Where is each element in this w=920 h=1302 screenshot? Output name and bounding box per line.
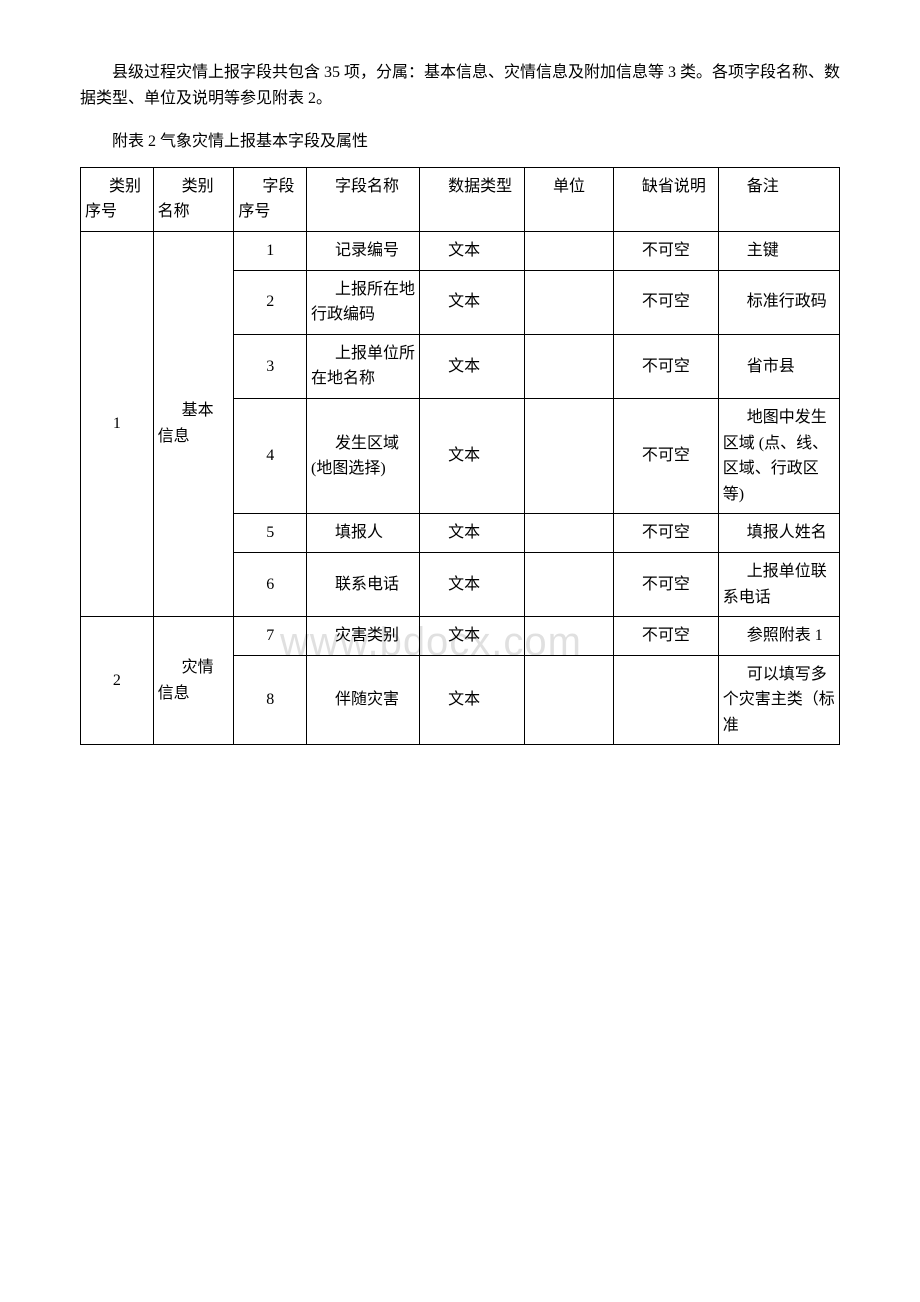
cell-field-name: 发生区域 (地图选择) [307, 398, 420, 513]
cell-unit [525, 617, 614, 656]
cell-field-name: 伴随灾害 [307, 655, 420, 745]
cell-unit [525, 231, 614, 270]
cell-field-name: 联系电话 [307, 552, 420, 616]
cell-field-no: 2 [234, 270, 307, 334]
header-cat-no: 类别序号 [81, 167, 154, 231]
cell-null-desc: 不可空 [613, 398, 718, 513]
cell-field-name: 记录编号 [307, 231, 420, 270]
cell-field-name: 上报单位所在地名称 [307, 334, 420, 398]
cell-unit [525, 552, 614, 616]
table-header-row: 类别序号 类别名称 字段序号 字段名称 数据类型 单位 缺省说明 备注 [81, 167, 840, 231]
cell-remark: 参照附表 1 [718, 617, 839, 656]
cell-remark: 可以填写多个灾害主类（标准 [718, 655, 839, 745]
cell-field-no: 5 [234, 514, 307, 553]
cell-null-desc: 不可空 [613, 334, 718, 398]
header-remark: 备注 [718, 167, 839, 231]
header-field-name: 字段名称 [307, 167, 420, 231]
header-field-no: 字段序号 [234, 167, 307, 231]
cell-remark: 主键 [718, 231, 839, 270]
cell-unit [525, 655, 614, 745]
intro-paragraph: 县级过程灾情上报字段共包含 35 项，分属：基本信息、灾情信息及附加信息等 3 … [80, 60, 840, 111]
table-caption: 附表 2 气象灾情上报基本字段及属性 [80, 129, 840, 155]
cell-data-type: 文本 [420, 334, 525, 398]
cell-data-type: 文本 [420, 270, 525, 334]
cell-data-type: 文本 [420, 514, 525, 553]
cell-unit [525, 398, 614, 513]
cell-remark: 地图中发生区域 (点、线、区域、行政区等) [718, 398, 839, 513]
table-body: 1基本信息1记录编号文本不可空主键2上报所在地行政编码文本不可空标准行政码3上报… [81, 231, 840, 745]
cell-unit [525, 334, 614, 398]
header-unit: 单位 [525, 167, 614, 231]
table-row: 2灾情信息7灾害类别文本不可空参照附表 1 [81, 617, 840, 656]
cell-null-desc [613, 655, 718, 745]
cell-field-no: 7 [234, 617, 307, 656]
cell-cat-name: 灾情信息 [153, 617, 234, 745]
cell-data-type: 文本 [420, 398, 525, 513]
cell-field-name: 上报所在地行政编码 [307, 270, 420, 334]
cell-data-type: 文本 [420, 617, 525, 656]
cell-unit [525, 514, 614, 553]
header-data-type: 数据类型 [420, 167, 525, 231]
fields-table: 类别序号 类别名称 字段序号 字段名称 数据类型 单位 缺省说明 备注 1基本信… [80, 167, 840, 746]
cell-null-desc: 不可空 [613, 617, 718, 656]
cell-field-name: 灾害类别 [307, 617, 420, 656]
cell-field-name: 填报人 [307, 514, 420, 553]
header-null-desc: 缺省说明 [613, 167, 718, 231]
cell-remark: 填报人姓名 [718, 514, 839, 553]
cell-field-no: 3 [234, 334, 307, 398]
cell-null-desc: 不可空 [613, 270, 718, 334]
cell-field-no: 6 [234, 552, 307, 616]
cell-null-desc: 不可空 [613, 552, 718, 616]
cell-remark: 标准行政码 [718, 270, 839, 334]
cell-cat-no: 2 [81, 617, 154, 745]
cell-data-type: 文本 [420, 655, 525, 745]
table-row: 1基本信息1记录编号文本不可空主键 [81, 231, 840, 270]
cell-null-desc: 不可空 [613, 514, 718, 553]
cell-data-type: 文本 [420, 552, 525, 616]
cell-unit [525, 270, 614, 334]
cell-field-no: 4 [234, 398, 307, 513]
cell-data-type: 文本 [420, 231, 525, 270]
header-cat-name: 类别名称 [153, 167, 234, 231]
cell-remark: 省市县 [718, 334, 839, 398]
cell-remark: 上报单位联系电话 [718, 552, 839, 616]
cell-field-no: 8 [234, 655, 307, 745]
cell-cat-name: 基本信息 [153, 231, 234, 616]
cell-null-desc: 不可空 [613, 231, 718, 270]
cell-field-no: 1 [234, 231, 307, 270]
cell-cat-no: 1 [81, 231, 154, 616]
